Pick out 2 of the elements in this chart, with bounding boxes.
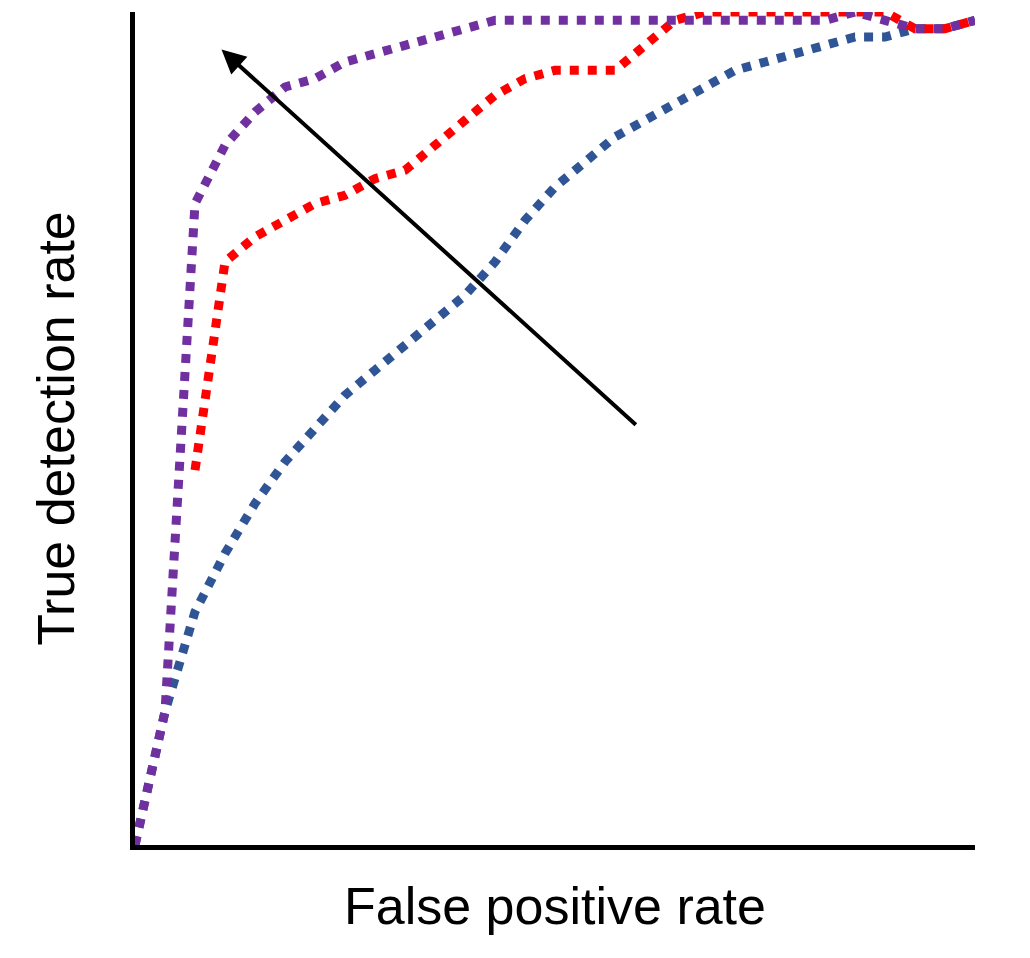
x-axis-title: False positive rate: [344, 876, 766, 935]
y-axis-title: True detection rate: [27, 211, 86, 646]
